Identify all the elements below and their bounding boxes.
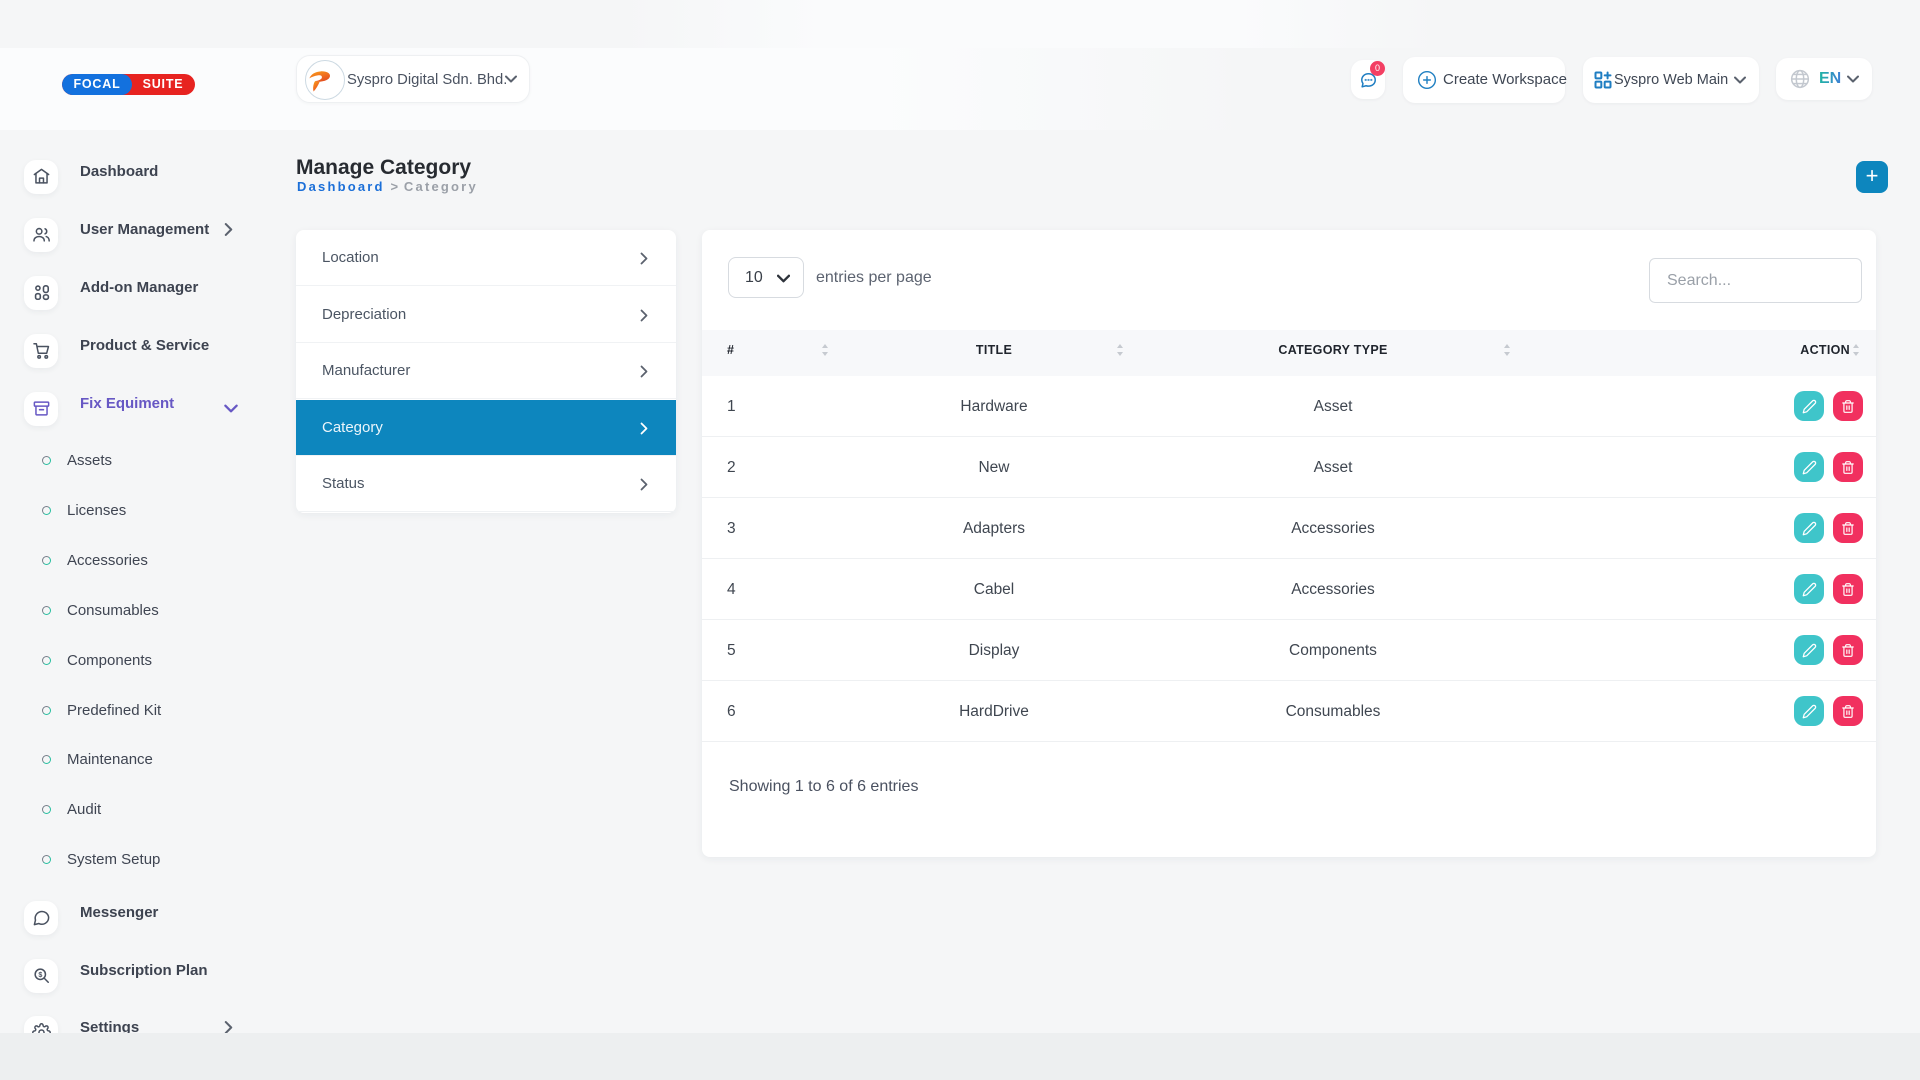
svg-text:$: $ — [38, 971, 42, 979]
